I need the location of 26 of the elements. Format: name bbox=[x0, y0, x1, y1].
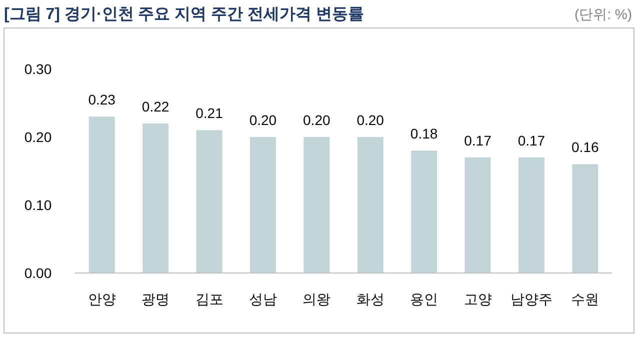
xtick: 고양 bbox=[464, 291, 492, 307]
xtick: 광명 bbox=[142, 291, 170, 307]
xtick: 의왕 bbox=[302, 291, 331, 307]
xtick: 남양주 bbox=[510, 291, 552, 307]
annotation: (단위: %) bbox=[574, 6, 632, 22]
data-label: 0.23 bbox=[88, 92, 116, 108]
data-label: 0.16 bbox=[572, 139, 599, 156]
title: [그림 7] 경기·인천 주요 지역 주간 전세가격 변동률 bbox=[4, 6, 364, 23]
xtick: 화성 bbox=[356, 291, 384, 307]
xtick: 성남 bbox=[248, 291, 277, 307]
ytick: 0.20 bbox=[24, 129, 52, 145]
data-label: 0.17 bbox=[464, 132, 492, 148]
xtick: 수원 bbox=[571, 291, 600, 307]
xtick: 김포 bbox=[195, 291, 224, 307]
xtick: 용인 bbox=[410, 291, 438, 307]
ytick: 0.00 bbox=[24, 265, 52, 281]
xtick: 안양 bbox=[88, 291, 116, 307]
ytick: 0.10 bbox=[24, 197, 52, 213]
data-label: 0.20 bbox=[303, 112, 330, 128]
data-label: 0.21 bbox=[196, 105, 223, 122]
data-label: 0.18 bbox=[410, 126, 438, 142]
data-label: 0.17 bbox=[518, 132, 546, 148]
ytick: 0.30 bbox=[24, 61, 52, 77]
data-label: 0.20 bbox=[249, 112, 277, 128]
data-label: 0.22 bbox=[142, 98, 170, 114]
data-label: 0.20 bbox=[356, 112, 384, 128]
